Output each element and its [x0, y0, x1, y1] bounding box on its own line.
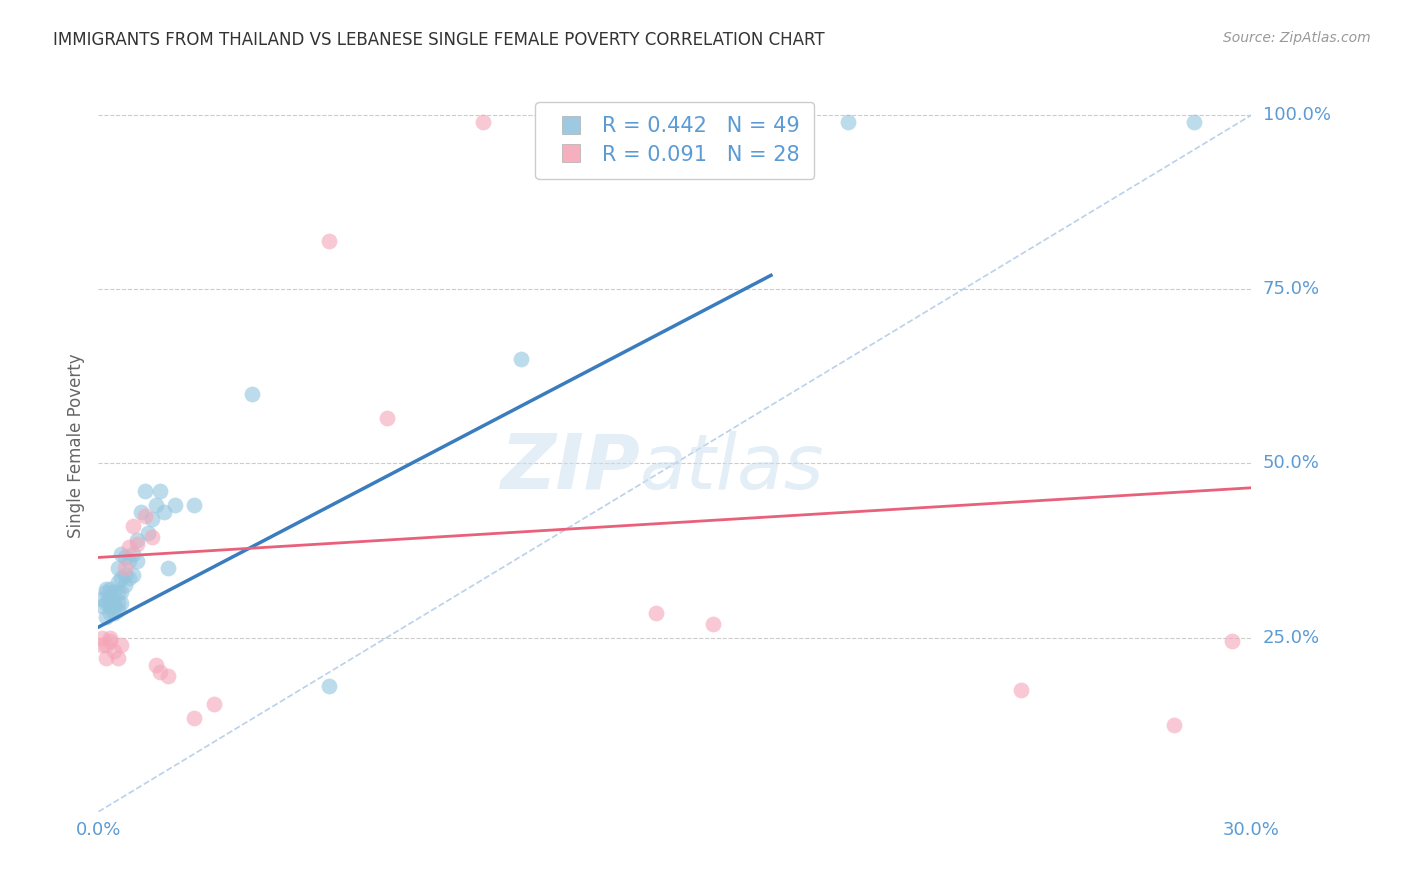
- Point: [702, 616, 724, 631]
- Legend: R = 0.442   N = 49, R = 0.091   N = 28: R = 0.442 N = 49, R = 0.091 N = 28: [536, 102, 814, 179]
- Point: [98, 589, 121, 603]
- Point: [103, 644, 125, 658]
- Point: [91, 638, 114, 652]
- Point: [122, 547, 145, 561]
- Point: [98, 631, 121, 645]
- Point: [107, 561, 129, 575]
- Text: atlas: atlas: [640, 431, 825, 505]
- Text: 100.0%: 100.0%: [1263, 106, 1331, 124]
- Point: [149, 665, 172, 680]
- Point: [107, 596, 129, 610]
- Point: [103, 606, 125, 620]
- Point: [114, 578, 136, 592]
- Point: [510, 351, 533, 366]
- Point: [1010, 682, 1032, 697]
- Point: [156, 561, 179, 575]
- Point: [156, 669, 179, 683]
- Point: [125, 533, 148, 547]
- Point: [141, 530, 163, 544]
- Point: [837, 115, 859, 129]
- Point: [94, 596, 117, 610]
- Point: [94, 582, 117, 596]
- Point: [103, 585, 125, 599]
- Point: [110, 571, 132, 585]
- Point: [129, 505, 152, 519]
- Point: [145, 658, 167, 673]
- Point: [107, 651, 129, 665]
- Point: [114, 561, 136, 575]
- Point: [644, 606, 666, 620]
- Point: [98, 599, 121, 614]
- Point: [375, 411, 398, 425]
- Point: [471, 115, 494, 129]
- Y-axis label: Single Female Poverty: Single Female Poverty: [66, 354, 84, 538]
- Point: [125, 554, 148, 568]
- Point: [318, 234, 340, 248]
- Point: [91, 631, 114, 645]
- Point: [183, 498, 205, 512]
- Point: [165, 498, 187, 512]
- Point: [107, 574, 129, 589]
- Point: [1182, 115, 1205, 129]
- Point: [118, 540, 141, 554]
- Point: [114, 550, 136, 565]
- Point: [94, 609, 117, 624]
- Point: [110, 596, 132, 610]
- Point: [98, 634, 121, 648]
- Point: [152, 505, 174, 519]
- Point: [125, 536, 148, 550]
- Point: [118, 571, 141, 585]
- Text: IMMIGRANTS FROM THAILAND VS LEBANESE SINGLE FEMALE POVERTY CORRELATION CHART: IMMIGRANTS FROM THAILAND VS LEBANESE SIN…: [53, 31, 825, 49]
- Point: [122, 519, 145, 533]
- Point: [103, 599, 125, 614]
- Point: [138, 526, 160, 541]
- Point: [183, 711, 205, 725]
- Text: 75.0%: 75.0%: [1263, 280, 1320, 298]
- Point: [318, 679, 340, 693]
- Point: [741, 115, 763, 129]
- Point: [149, 484, 172, 499]
- Point: [134, 484, 156, 499]
- Point: [94, 638, 117, 652]
- Point: [134, 508, 156, 523]
- Point: [114, 567, 136, 582]
- Text: Source: ZipAtlas.com: Source: ZipAtlas.com: [1223, 31, 1371, 45]
- Point: [141, 512, 163, 526]
- Text: 25.0%: 25.0%: [1263, 629, 1320, 647]
- Point: [240, 386, 263, 401]
- Point: [110, 547, 132, 561]
- Text: 50.0%: 50.0%: [1263, 454, 1320, 473]
- Point: [98, 606, 121, 620]
- Point: [118, 554, 141, 568]
- Point: [98, 596, 121, 610]
- Text: ZIP: ZIP: [501, 431, 640, 505]
- Point: [91, 592, 114, 607]
- Point: [145, 498, 167, 512]
- Point: [103, 596, 125, 610]
- Point: [98, 582, 121, 596]
- Point: [107, 603, 129, 617]
- Point: [107, 585, 129, 599]
- Point: [91, 599, 114, 614]
- Point: [122, 567, 145, 582]
- Point: [1163, 717, 1185, 731]
- Point: [94, 585, 117, 599]
- Point: [94, 651, 117, 665]
- Point: [202, 697, 225, 711]
- Point: [1220, 634, 1243, 648]
- Point: [110, 638, 132, 652]
- Point: [110, 585, 132, 599]
